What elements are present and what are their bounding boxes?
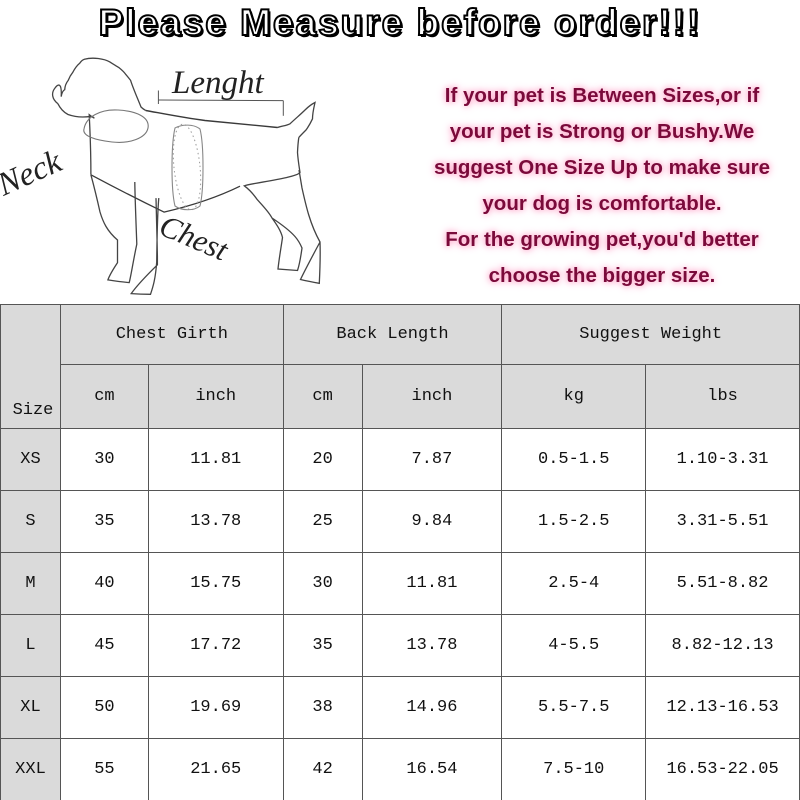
svg-text:Chest: Chest [155, 208, 235, 268]
svg-text:Lenght: Lenght [171, 65, 265, 101]
svg-text:Neck: Neck [0, 143, 68, 204]
